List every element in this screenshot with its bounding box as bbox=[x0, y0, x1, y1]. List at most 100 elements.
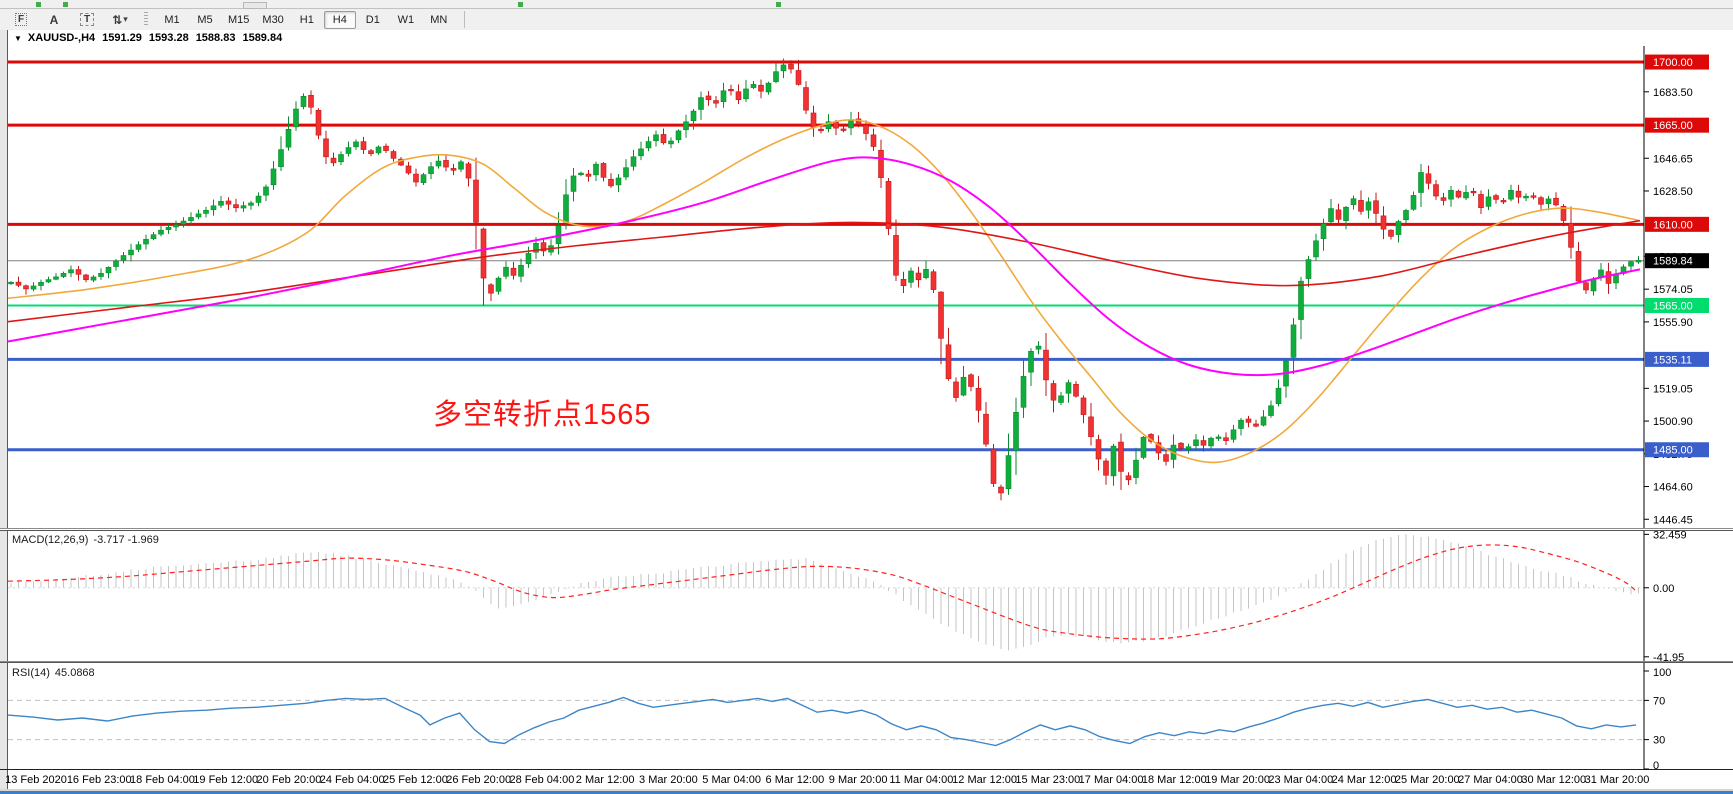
svg-text:15 Mar 23:00: 15 Mar 23:00 bbox=[1015, 774, 1080, 786]
price-badge-1589.84: 1589.84 bbox=[1645, 253, 1709, 269]
price-badge-1535.11: 1535.11 bbox=[1645, 351, 1709, 367]
clipped-icon bbox=[776, 2, 781, 7]
text-label-tool-icon[interactable]: A bbox=[49, 12, 59, 27]
timeframe-button-h1[interactable]: H1 bbox=[299, 13, 314, 26]
ma-long-magenta-line bbox=[7, 156, 1641, 377]
svg-text:31 Mar 20:00: 31 Mar 20:00 bbox=[1585, 774, 1650, 786]
timeframe-button-m1[interactable]: M1 bbox=[164, 13, 180, 26]
chart-title-bar[interactable]: ▼ XAUUSD-,H4 1591.29 1593.28 1588.83 158… bbox=[8, 30, 1733, 46]
clipped-dropdown bbox=[243, 2, 267, 9]
svg-text:1519.05: 1519.05 bbox=[1653, 383, 1693, 395]
svg-text:30 Mar 12:00: 30 Mar 12:00 bbox=[1521, 774, 1586, 786]
rsi-indicator-label: RSI(14) 45.0868 bbox=[12, 667, 95, 679]
collapse-triangle-icon[interactable]: ▼ bbox=[14, 33, 22, 43]
snap-grid-tool-icon[interactable]: F bbox=[9, 11, 33, 28]
svg-text:1500.90: 1500.90 bbox=[1653, 416, 1693, 428]
timeframe-button-w1[interactable]: W1 bbox=[397, 13, 415, 26]
svg-text:1628.50: 1628.50 bbox=[1653, 186, 1693, 198]
svg-text:0: 0 bbox=[1653, 760, 1659, 772]
svg-text:13 Feb 2020: 13 Feb 2020 bbox=[5, 774, 67, 786]
main-toolbar: F A T ⇅ ▾ M1 M5 M15 M30 H1 H4 D1 W1 MN bbox=[0, 9, 1733, 31]
clipped-icon bbox=[518, 2, 523, 7]
chart-canvas[interactable]: 1683.501646.651628.501592.301574.051555.… bbox=[0, 46, 1733, 794]
text-box-tool-icon[interactable]: T bbox=[75, 11, 99, 28]
ohlc-open: 1591.29 bbox=[102, 32, 142, 44]
macd-histogram bbox=[8, 534, 1644, 651]
clipped-icon bbox=[36, 2, 41, 7]
timeframe-button-h4[interactable]: H4 bbox=[323, 10, 356, 29]
svg-text:25 Feb 12:00: 25 Feb 12:00 bbox=[383, 774, 448, 786]
ohlc-high: 1593.28 bbox=[148, 32, 189, 44]
svg-text:1535.11: 1535.11 bbox=[1653, 354, 1692, 366]
svg-text:0.00: 0.00 bbox=[1653, 583, 1674, 595]
svg-text:1683.50: 1683.50 bbox=[1653, 87, 1693, 99]
svg-text:1589.84: 1589.84 bbox=[1653, 256, 1693, 268]
svg-text:6 Mar 12:00: 6 Mar 12:00 bbox=[766, 774, 825, 786]
svg-text:-41.95: -41.95 bbox=[1653, 652, 1684, 664]
panel-borders bbox=[0, 46, 1733, 770]
ohlc-low: 1588.83 bbox=[195, 32, 236, 44]
ma-fast-orange-line bbox=[7, 118, 1641, 464]
svg-text:1574.05: 1574.05 bbox=[1653, 284, 1693, 296]
toolbar-separator bbox=[463, 11, 465, 28]
svg-text:1446.45: 1446.45 bbox=[1653, 514, 1693, 526]
svg-text:27 Mar 04:00: 27 Mar 04:00 bbox=[1458, 774, 1523, 786]
svg-text:1464.60: 1464.60 bbox=[1653, 482, 1693, 494]
svg-text:1646.65: 1646.65 bbox=[1653, 153, 1693, 165]
clipped-top-toolbar bbox=[0, 0, 1733, 9]
svg-text:19 Feb 12:00: 19 Feb 12:00 bbox=[193, 774, 258, 786]
rsi-axis-labels: 100 70 30 0 bbox=[1644, 667, 1671, 772]
svg-text:1610.00: 1610.00 bbox=[1653, 219, 1693, 231]
svg-text:5 Mar 04:00: 5 Mar 04:00 bbox=[702, 774, 761, 786]
price-badge-1700.00: 1700.00 bbox=[1645, 54, 1709, 70]
svg-text:30: 30 bbox=[1653, 735, 1665, 747]
svg-text:26 Feb 20:00: 26 Feb 20:00 bbox=[446, 774, 511, 786]
price-badge-1665.00: 1665.00 bbox=[1645, 117, 1709, 133]
macd-indicator-label: MACD(12,26,9) -3.717 -1.969 bbox=[12, 534, 159, 546]
chart-symbol-label: XAUUSD-,H4 bbox=[27, 32, 96, 44]
svg-text:100: 100 bbox=[1653, 667, 1671, 679]
ohlc-close: 1589.84 bbox=[242, 32, 283, 44]
svg-text:70: 70 bbox=[1653, 695, 1665, 707]
cursor-arrows-tool-icon[interactable]: ⇅ ▾ bbox=[112, 12, 128, 27]
svg-text:18 Mar 12:00: 18 Mar 12:00 bbox=[1142, 774, 1207, 786]
svg-text:32.459: 32.459 bbox=[1653, 529, 1687, 541]
window-left-edge bbox=[0, 30, 8, 794]
rsi-line bbox=[7, 696, 1637, 747]
svg-text:24 Feb 04:00: 24 Feb 04:00 bbox=[320, 774, 385, 786]
svg-text:2 Mar 12:00: 2 Mar 12:00 bbox=[576, 774, 635, 786]
toolbar-drag-handle[interactable] bbox=[144, 12, 148, 27]
timeframe-button-group: M1 M5 M15 M30 H1 H4 D1 W1 MN bbox=[156, 10, 456, 29]
timeframe-button-m15[interactable]: M15 bbox=[228, 13, 250, 26]
svg-text:1700.00: 1700.00 bbox=[1653, 57, 1693, 69]
dropdown-caret-icon[interactable]: ▾ bbox=[123, 14, 128, 24]
svg-text:23 Mar 04:00: 23 Mar 04:00 bbox=[1268, 774, 1333, 786]
svg-text:17 Mar 04:00: 17 Mar 04:00 bbox=[1079, 774, 1144, 786]
clipped-icon bbox=[63, 2, 68, 7]
svg-text:16 Feb 23:00: 16 Feb 23:00 bbox=[67, 774, 132, 786]
window-bottom-edge bbox=[0, 789, 1733, 791]
macd-signal-line bbox=[7, 544, 1637, 640]
svg-text:18 Feb 04:00: 18 Feb 04:00 bbox=[130, 774, 195, 786]
price-badge-1485.00: 1485.00 bbox=[1645, 442, 1709, 458]
svg-text:1565.00: 1565.00 bbox=[1653, 300, 1693, 312]
price-badge-1610.00: 1610.00 bbox=[1645, 216, 1709, 232]
svg-text:1555.90: 1555.90 bbox=[1653, 317, 1693, 329]
price-badge-1565.00: 1565.00 bbox=[1645, 297, 1709, 313]
macd-axis-labels: 32.459 0.00 -41.95 bbox=[1644, 529, 1687, 664]
timeframe-button-m30[interactable]: M30 bbox=[262, 13, 284, 26]
svg-text:25 Mar 20:00: 25 Mar 20:00 bbox=[1395, 774, 1460, 786]
timeframe-button-m5[interactable]: M5 bbox=[197, 13, 213, 26]
svg-text:11 Mar 04:00: 11 Mar 04:00 bbox=[889, 774, 953, 786]
timeframe-button-mn[interactable]: MN bbox=[430, 13, 448, 26]
timeframe-button-d1[interactable]: D1 bbox=[365, 13, 380, 26]
candles-layer bbox=[8, 58, 1642, 501]
svg-text:12 Mar 12:00: 12 Mar 12:00 bbox=[952, 774, 1017, 786]
svg-text:28 Feb 04:00: 28 Feb 04:00 bbox=[509, 774, 574, 786]
svg-text:1485.00: 1485.00 bbox=[1653, 445, 1693, 457]
window-bottom-bar bbox=[0, 791, 1733, 794]
svg-text:19 Mar 20:00: 19 Mar 20:00 bbox=[1205, 774, 1270, 786]
svg-text:9 Mar 20:00: 9 Mar 20:00 bbox=[829, 774, 888, 786]
chart-annotation-text[interactable]: 多空转折点1565 bbox=[433, 399, 652, 431]
